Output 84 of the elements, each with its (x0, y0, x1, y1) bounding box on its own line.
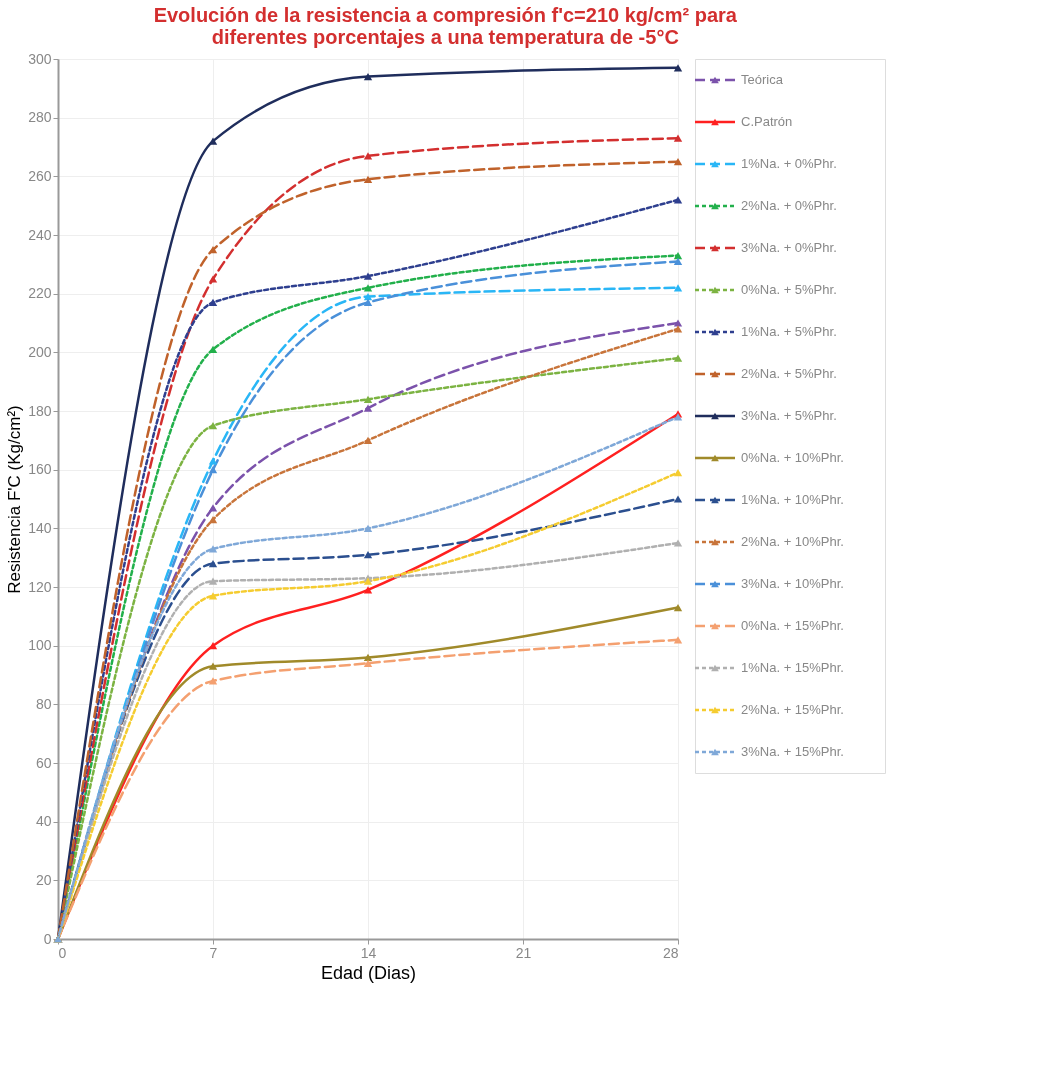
y-tick-label: 120 (28, 578, 52, 595)
point (363, 292, 373, 301)
point (208, 422, 218, 430)
point (673, 319, 683, 327)
text: Evolución de la resistencia a compresión f'c=210 kg/cm² para (153, 3, 737, 26)
y-tick-label: 180 (28, 402, 52, 419)
y-tick-label: 80 (35, 695, 52, 712)
point (363, 653, 373, 662)
point (208, 275, 218, 283)
point (673, 603, 683, 612)
legend-label: 0%Na. + 10%Phr. (741, 450, 844, 465)
point (363, 152, 373, 160)
legend-label: 2%Na. + 5%Phr. (741, 366, 837, 381)
y-tick-label: 140 (28, 519, 52, 536)
legend-label: 3%Na. + 0%Phr. (741, 240, 837, 255)
y-axis-title: Resistencia F'C (Kg/cm²) (5, 405, 25, 594)
point (673, 196, 683, 204)
y-tick-label: 160 (28, 461, 52, 478)
point (363, 404, 373, 412)
point (208, 515, 218, 524)
point (363, 524, 373, 532)
y-tick-label: 280 (28, 109, 52, 126)
legend-label: 0%Na. + 15%Phr. (741, 618, 844, 633)
point (673, 134, 683, 142)
legend-label: 0%Na. + 5%Phr. (741, 282, 837, 297)
y-tick-label: 20 (35, 871, 52, 888)
x-tick-label: 21 (515, 944, 532, 961)
point (363, 586, 373, 594)
point (208, 592, 218, 600)
point (673, 495, 683, 503)
y-tick-label: 240 (28, 226, 52, 243)
point (363, 175, 373, 183)
x-tick-label: 28 (662, 944, 679, 961)
legend-label: 1%Na. + 5%Phr. (741, 324, 837, 339)
legend-label: 1%Na. + 0%Phr. (741, 156, 837, 171)
text: diferentes porcentajes a una temperatura de -5°C (211, 25, 679, 48)
point (208, 298, 218, 307)
legend-label: 1%Na. + 10%Phr. (741, 492, 844, 507)
point (208, 577, 218, 585)
point (673, 354, 683, 362)
legend-label: 3%Na. + 5%Phr. (741, 408, 837, 423)
point (363, 298, 373, 307)
legend-label: 2%Na. + 0%Phr. (741, 198, 837, 213)
legend-label: C.Patrón (741, 114, 793, 129)
point (363, 436, 373, 444)
point (363, 551, 373, 559)
point (673, 284, 683, 292)
y-tick-label: 40 (35, 813, 52, 830)
y-tick-label: 220 (28, 285, 52, 302)
point (673, 64, 683, 72)
point (673, 539, 683, 547)
point (208, 559, 218, 568)
legend-label: 2%Na. + 10%Phr. (741, 534, 844, 549)
point (673, 468, 683, 477)
point (208, 662, 218, 670)
x-tick-label: 7 (209, 944, 218, 961)
point (673, 158, 683, 166)
y-tick-label: 60 (35, 754, 52, 771)
point (208, 137, 218, 145)
point (208, 466, 218, 474)
point (208, 504, 218, 512)
point (673, 257, 683, 266)
legend-label: 1%Na. + 15%Phr. (741, 660, 844, 675)
point (363, 272, 373, 280)
y-tick-label: 260 (28, 167, 52, 184)
legend-label: 3%Na. + 10%Phr. (741, 576, 844, 591)
x-tick-label: 14 (360, 944, 377, 961)
point (363, 72, 373, 81)
y-tick-label: 100 (28, 637, 52, 654)
legend-label: 3%Na. + 15%Phr. (741, 744, 844, 759)
point (208, 642, 218, 650)
point (363, 395, 373, 403)
legend-label: Teórica (741, 72, 784, 87)
y-tick-label: 200 (28, 343, 52, 360)
point (363, 284, 373, 292)
x-tick-label: 0 (58, 944, 67, 961)
point (673, 636, 683, 644)
legend-label: 2%Na. + 15%Phr. (741, 702, 844, 717)
x-axis-title: Edad (Dias) (320, 962, 417, 983)
y-tick-label: 0 (43, 930, 52, 947)
point (363, 659, 373, 667)
point (208, 246, 218, 254)
point (673, 251, 683, 260)
y-tick-label: 300 (28, 50, 52, 67)
